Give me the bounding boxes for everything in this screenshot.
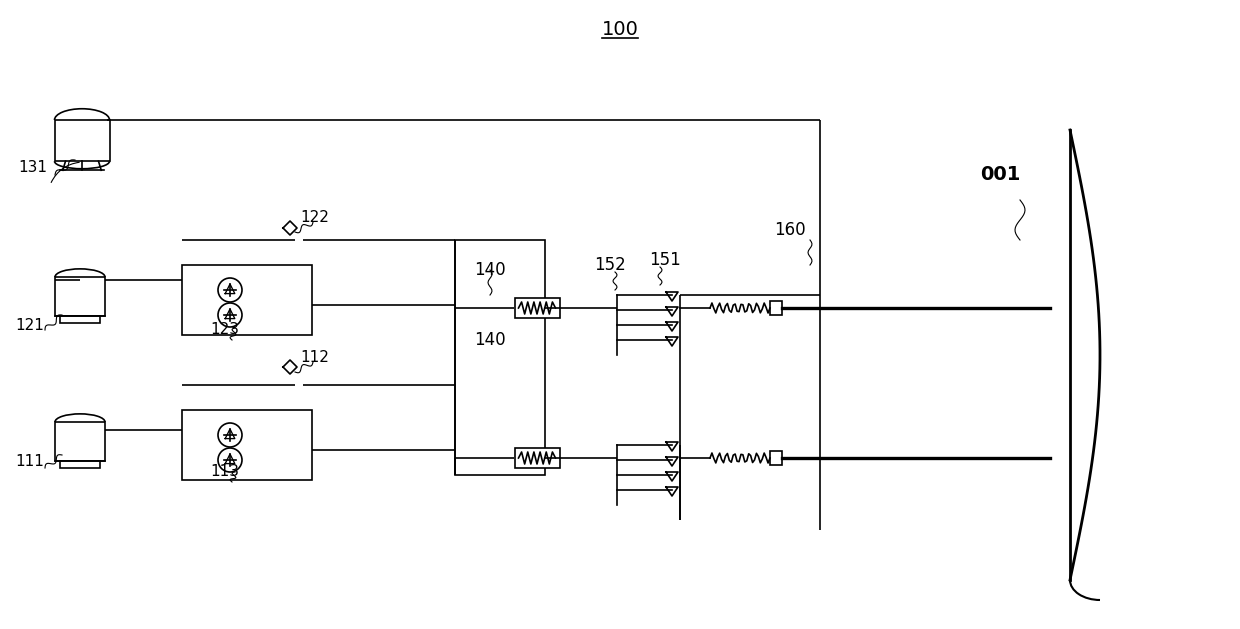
Text: 121: 121: [15, 318, 43, 333]
Text: 131: 131: [19, 160, 47, 175]
Text: 151: 151: [649, 251, 681, 269]
Bar: [55, 277, 105, 316]
Text: 113: 113: [210, 464, 239, 479]
Bar: [515, 448, 559, 468]
Text: 100: 100: [601, 20, 639, 39]
Bar: [515, 298, 559, 318]
Text: 111: 111: [15, 455, 43, 469]
Bar: [770, 301, 782, 315]
Bar: [60, 316, 100, 323]
Bar: [182, 265, 312, 335]
Text: 122: 122: [300, 211, 329, 226]
Text: 160: 160: [774, 221, 806, 239]
Bar: [182, 410, 312, 480]
Text: 152: 152: [594, 256, 626, 274]
Text: 140: 140: [474, 261, 506, 279]
Bar: [55, 422, 105, 461]
Bar: [60, 461, 100, 467]
Text: 112: 112: [300, 350, 329, 365]
Bar: [770, 451, 782, 465]
Text: 123: 123: [210, 323, 239, 338]
Bar: [55, 120, 109, 161]
Text: 140: 140: [474, 331, 506, 349]
Bar: [455, 240, 546, 475]
Text: 001: 001: [980, 165, 1021, 184]
